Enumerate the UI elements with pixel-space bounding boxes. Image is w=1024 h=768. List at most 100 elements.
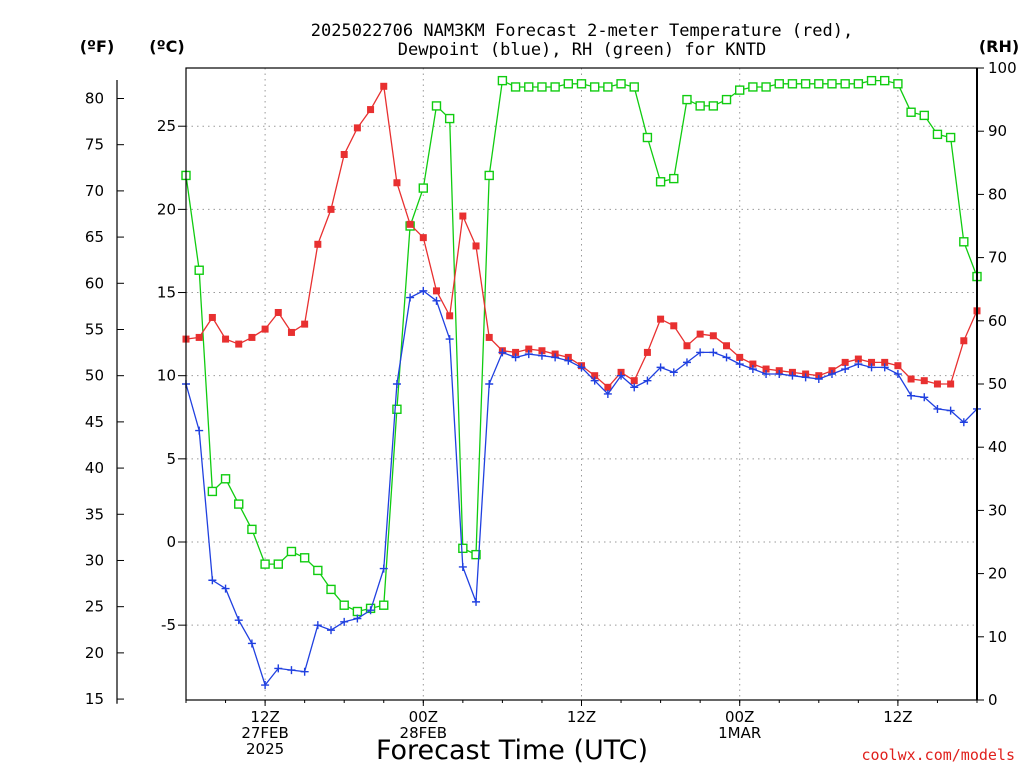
rh-point [550,82,560,92]
fahrenheit-tick-label: 80 [85,89,104,107]
rh-point [761,82,771,92]
dewpoint-point [617,371,626,380]
celsius-tick-label: 15 [157,284,176,302]
celsius-tick-label: 20 [157,200,176,218]
chart-title-line2: Dewpoint (blue), RH (green) for KNTD [398,40,766,60]
temperature-point [327,205,335,213]
temperature-point [881,358,889,366]
temperature-point [222,335,230,343]
rh-tick-label: 80 [988,185,1007,203]
dewpoint-point [946,406,955,415]
dewpoint-point [827,370,836,379]
time-tick-label: 00Z [725,708,754,726]
fahrenheit-tick-label: 55 [85,320,104,338]
temperature-point [525,345,533,353]
rh-point [880,75,890,86]
temperature-point [406,220,414,228]
rh-tick-label: 70 [988,249,1007,267]
rh-tick-label: 60 [988,312,1007,330]
dewpoint-point [893,370,902,379]
temperature-point [459,212,467,220]
rh-point [352,606,363,617]
rh-point [194,265,204,275]
fahrenheit-tick-label: 15 [85,690,104,708]
rh-point [286,546,297,557]
temperature-point [432,287,440,295]
rh-point [260,559,270,569]
rh-point [497,75,508,86]
rh-point [682,94,692,105]
temperature-point [736,353,744,361]
dewpoint-point [669,368,678,377]
temperature-point [301,320,309,328]
dewpoint-line [185,290,978,687]
temperature-point [854,355,862,363]
dewpoint-point [630,383,639,392]
temperature-point [538,347,546,355]
fahrenheit-tick-label: 60 [85,274,104,292]
temperature-point [604,383,612,391]
celsius-unit-label: (ºC) [149,37,184,56]
temperature-point [723,342,731,350]
time-tick-label: 28FEB [400,724,447,742]
rh-point [576,79,587,89]
time-tick-label: 1MAR [718,724,761,742]
temperature-point [670,322,678,330]
dewpoint-point [485,380,494,388]
dewpoint-point [247,639,256,648]
temperature-point [353,124,361,132]
dewpoint-point [735,360,744,369]
temperature-line [185,84,978,389]
temperature-point [287,328,295,336]
temperature-point [696,330,704,338]
rh-point [800,79,811,89]
dewpoint-point [959,418,968,427]
rh-point [827,79,837,89]
dewpoint-point [287,666,296,675]
temperature-point [235,340,243,348]
rh-point [589,82,600,92]
dewpoint-point [524,350,533,359]
rh-point [655,177,666,187]
time-tick-label: 12Z [883,708,912,726]
dewpoint-point [392,380,401,388]
rh-point [458,543,468,554]
dewpoint-point [234,616,243,625]
temperature-point [446,312,454,320]
temperature-point [749,360,757,368]
celsius-tick-label: 0 [166,533,176,551]
rh-point [418,183,428,193]
rh-tick-label: 90 [988,122,1007,140]
credit-text: coolwx.com/models [861,746,1015,764]
dewpoint-point [551,353,560,362]
rh-tick-label: 40 [988,438,1007,456]
rh-point [893,79,903,89]
temperature-point [274,308,282,316]
dewpoint-point [656,363,665,372]
rh-axis: 0 10 20 30 40 50 60 70 80 90 100 [977,59,1017,709]
temperature-point [512,348,520,356]
rh-point [299,553,310,563]
temperature-point [472,242,480,250]
dewpoint-point [841,365,850,374]
celsius-axis: -5 0 5 10 15 20 25 [157,117,186,634]
rh-tick-label: 100 [988,59,1017,77]
temperature-point [960,337,968,345]
rh-point [616,79,626,89]
temperature-point [630,377,638,385]
temperature-point [657,315,665,323]
rh-point [537,82,547,92]
dewpoint-point [419,286,428,295]
temperature-point [248,333,256,341]
temperature-point [868,358,876,366]
temperature-point [907,375,915,383]
dewpoint-point [933,404,942,413]
dewpoint-point [762,370,771,379]
rh-point [708,101,719,111]
temperature-point [380,82,388,90]
celsius-tick-label: -5 [161,616,176,634]
dewpoint-point [432,296,441,305]
celsius-tick-label: 25 [157,117,176,135]
fahrenheit-tick-label: 65 [85,228,104,246]
